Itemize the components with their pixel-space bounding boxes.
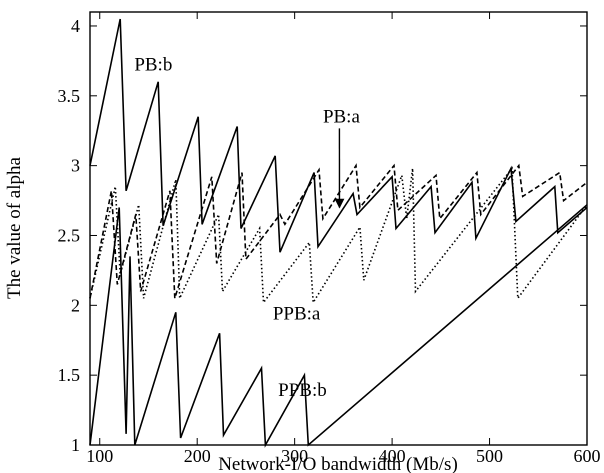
annotation-ppb-b: PPB:b: [278, 380, 327, 401]
y-tick-label: 1.5: [58, 365, 81, 385]
y-tick-label: 2.5: [58, 225, 81, 245]
y-tick-label: 2: [71, 295, 80, 315]
x-tick-label: 500: [476, 446, 503, 466]
annotation-pb-a: PB:a: [323, 106, 361, 127]
y-tick-label: 3: [71, 156, 80, 176]
series-line-ppb-a: [89, 166, 588, 306]
y-tick-label: 1: [71, 435, 80, 455]
annotation-pb-b: PB:b: [134, 55, 172, 76]
x-tick-label: 100: [86, 446, 113, 466]
x-tick-label: 400: [379, 446, 406, 466]
series-line-ppb-b: [89, 204, 588, 448]
plot-frame: [89, 11, 588, 446]
x-axis-label: Network-I/O bandwidth (Mb/s): [218, 454, 458, 473]
annotation-ppb-a: PPB:a: [273, 303, 321, 324]
series-layer: [89, 18, 588, 448]
x-tick-label: 600: [574, 446, 601, 466]
series-line-pb-b: [89, 18, 588, 253]
x-tick-label: 200: [184, 446, 211, 466]
annotation-layer: PB:b PB:a PPB:a PPB:b: [134, 55, 360, 401]
ticks-layer: 100 200 300 400 500 600 1 1.5 2 2.5 3 3.5 4: [58, 12, 601, 466]
y-tick-label: 4: [71, 16, 80, 36]
x-tick-label: 300: [281, 446, 308, 466]
series-line-pb-a: [89, 163, 588, 299]
y-axis-label: The value of alpha: [4, 156, 25, 298]
y-tick-label: 3.5: [58, 86, 81, 106]
